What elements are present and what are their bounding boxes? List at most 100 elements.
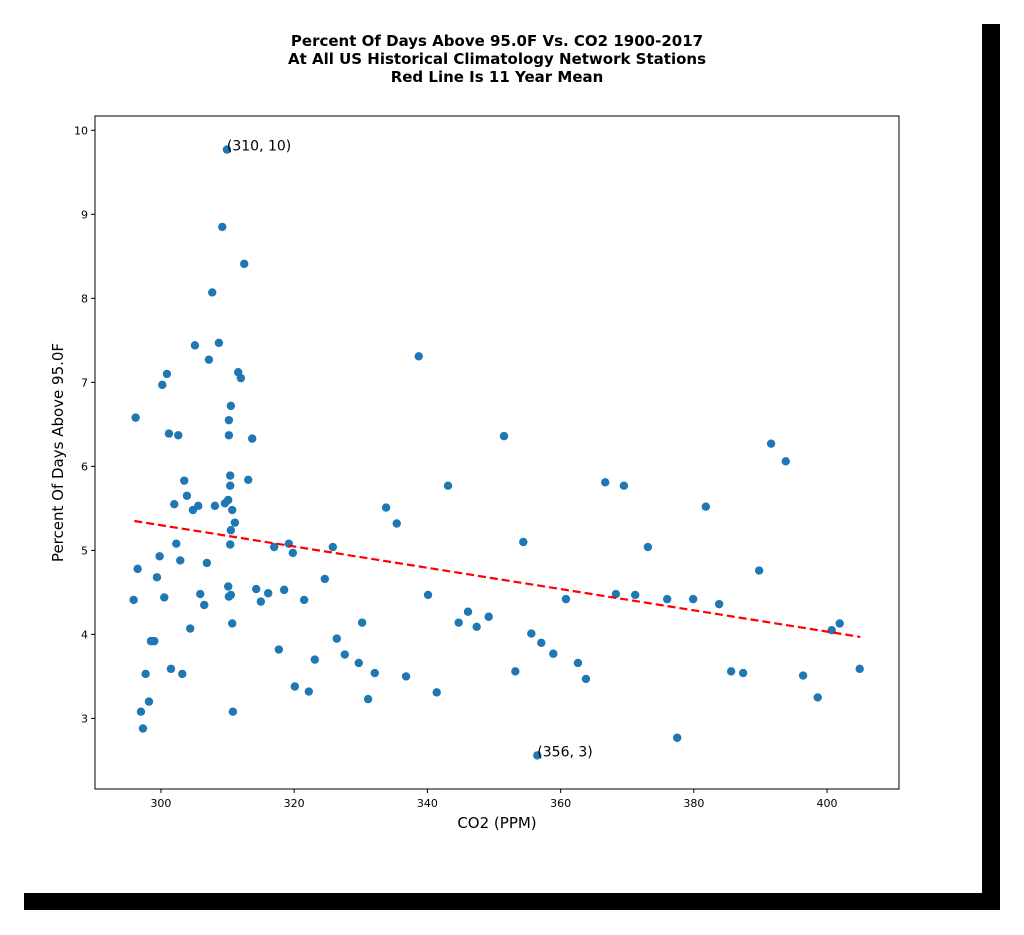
point	[340, 650, 349, 659]
point	[230, 518, 240, 527]
point	[190, 341, 200, 350]
point	[332, 634, 341, 643]
y-tick-label: 4	[81, 628, 88, 641]
point	[224, 582, 233, 591]
x-tick-label: 360	[550, 797, 571, 810]
point	[129, 595, 138, 605]
point	[401, 672, 411, 681]
point	[251, 584, 261, 594]
point	[224, 415, 234, 425]
point	[662, 594, 672, 604]
point	[672, 733, 682, 742]
point	[226, 526, 236, 535]
point	[200, 600, 209, 610]
x-axis-label: CO2 (PPM)	[457, 814, 536, 832]
point	[226, 481, 235, 490]
point	[484, 612, 493, 621]
point	[701, 502, 711, 511]
point	[299, 595, 309, 605]
point	[454, 618, 463, 627]
point	[274, 645, 284, 654]
point	[228, 707, 238, 716]
point	[370, 668, 379, 678]
point	[131, 413, 140, 422]
point	[549, 649, 558, 658]
y-tick-label: 10	[74, 124, 88, 137]
point	[320, 574, 330, 584]
point	[310, 655, 320, 664]
point	[472, 622, 481, 632]
point	[240, 259, 249, 269]
point	[601, 478, 610, 487]
point	[511, 667, 520, 676]
point	[178, 669, 187, 679]
point	[244, 475, 253, 485]
annotation: (356, 3)	[537, 744, 592, 760]
x-tick-label: 340	[417, 797, 438, 810]
y-tick-label: 6	[81, 460, 88, 473]
y-tick-label: 8	[81, 292, 88, 305]
point	[226, 540, 235, 549]
point	[631, 590, 640, 600]
point	[208, 288, 217, 297]
y-tick-label: 9	[81, 208, 88, 221]
point	[798, 671, 808, 680]
y-tick-label: 7	[81, 376, 88, 389]
point	[166, 664, 176, 674]
point	[781, 457, 790, 466]
point	[432, 688, 441, 697]
point	[194, 501, 203, 511]
point	[688, 594, 698, 604]
point	[226, 401, 236, 411]
x-tick-label: 320	[284, 797, 305, 810]
y-axis-label: Percent Of Days Above 95.0F	[49, 343, 67, 562]
point	[738, 668, 748, 678]
point	[279, 585, 289, 595]
point	[643, 542, 653, 552]
annotation: (310, 10)	[227, 139, 291, 155]
point	[290, 682, 300, 691]
point	[499, 431, 509, 441]
point	[226, 471, 235, 480]
plot-frame	[94, 115, 900, 790]
point	[152, 573, 162, 582]
point	[214, 338, 224, 348]
chart-title: Percent Of Days Above 95.0F Vs. CO2 1900…	[291, 32, 703, 50]
point	[224, 431, 234, 440]
point	[202, 558, 212, 568]
point	[561, 594, 571, 604]
point	[170, 499, 179, 509]
point	[855, 664, 864, 674]
point	[519, 537, 528, 547]
point	[182, 491, 192, 500]
point	[133, 564, 142, 574]
point	[172, 539, 181, 548]
point	[414, 352, 423, 361]
point	[236, 373, 246, 383]
point	[813, 693, 822, 702]
point	[150, 636, 159, 646]
point	[381, 503, 391, 512]
y-tick-label: 3	[81, 712, 88, 725]
point	[766, 439, 776, 448]
point	[228, 505, 237, 515]
point	[174, 431, 183, 440]
point	[533, 751, 542, 760]
point	[304, 687, 314, 696]
point	[443, 481, 453, 490]
point	[162, 369, 172, 379]
point	[155, 552, 164, 561]
y-tick-label: 5	[81, 544, 88, 557]
x-tick-label: 300	[150, 797, 171, 810]
point	[176, 556, 185, 565]
point	[141, 669, 150, 679]
point	[226, 590, 236, 600]
point	[611, 589, 621, 599]
point	[158, 380, 167, 390]
point	[164, 429, 174, 438]
point	[136, 707, 146, 716]
point	[537, 638, 546, 648]
point	[288, 548, 298, 558]
point	[186, 624, 195, 633]
